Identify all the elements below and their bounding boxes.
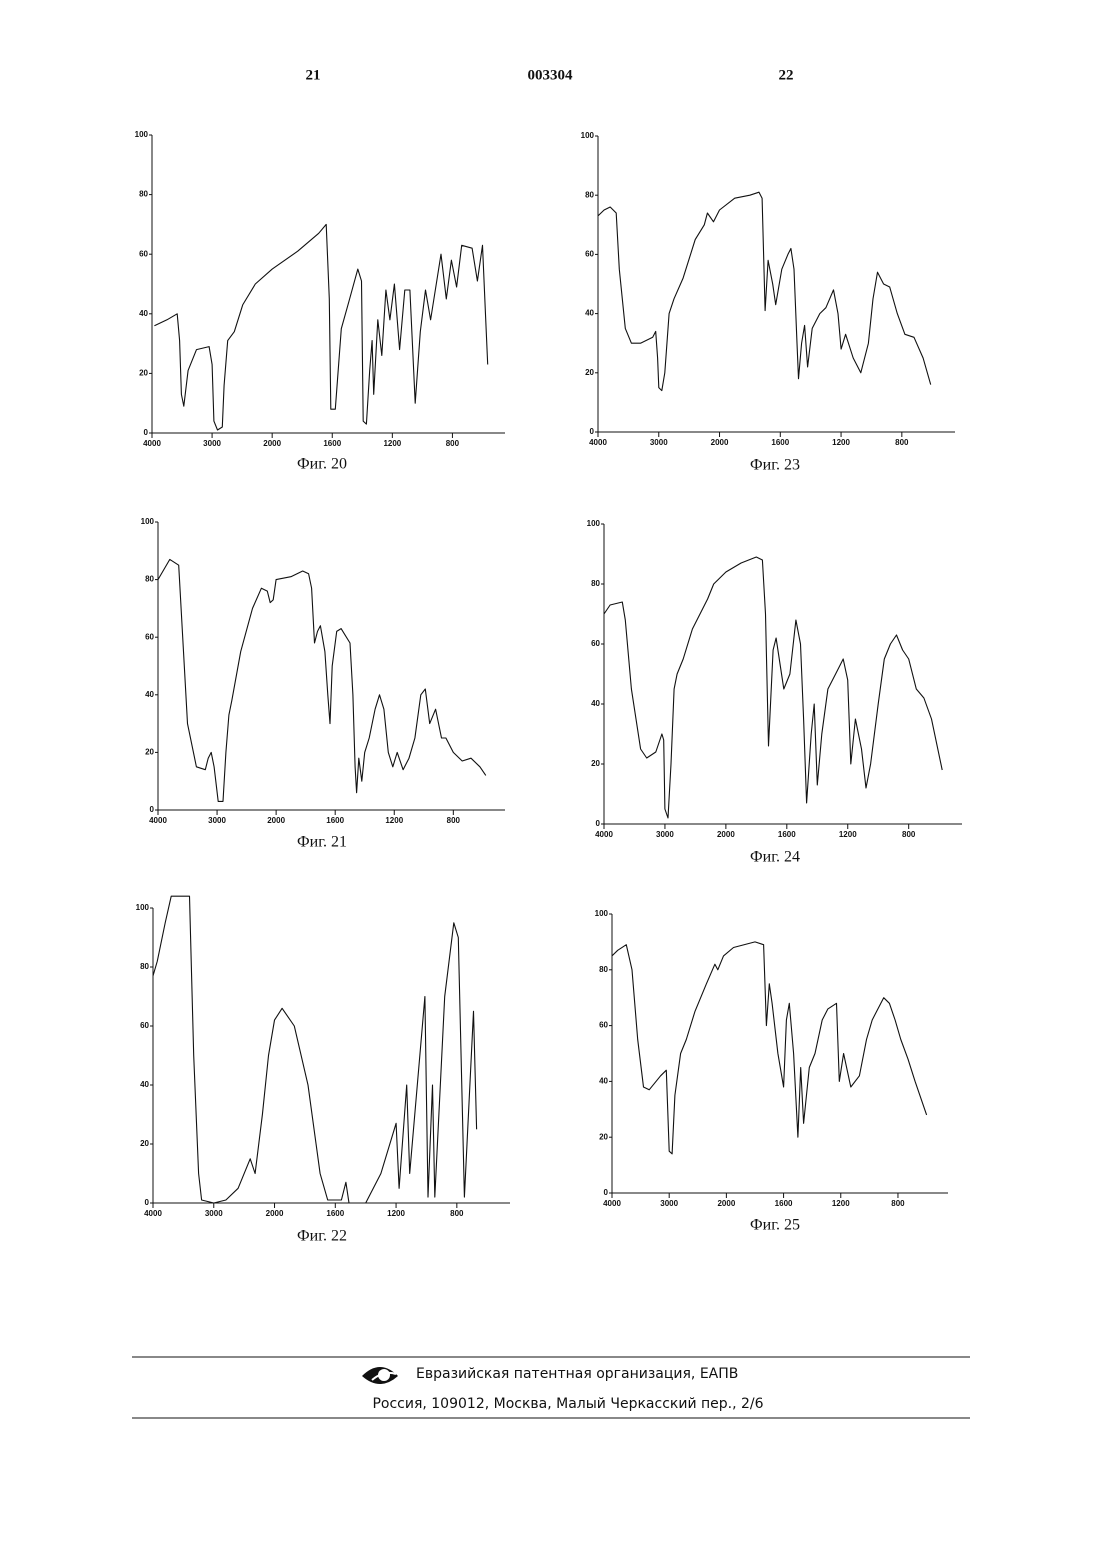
- x-tick-label: 4000: [589, 438, 607, 447]
- footer-organization: Евразийская патентная организация, ЕАПВ: [416, 1366, 738, 1382]
- y-tick-label: 80: [591, 579, 600, 588]
- y-tick-label: 100: [581, 131, 595, 140]
- figure-caption: Фиг. 22: [297, 1228, 347, 1245]
- y-tick-label: 20: [139, 369, 148, 378]
- y-tick-label: 80: [139, 190, 148, 199]
- x-tick-label: 1600: [326, 816, 344, 825]
- page: 21 003304 22 Евразийская патентная орган…: [0, 0, 1100, 1556]
- y-tick-label: 0: [590, 427, 595, 436]
- y-tick-label: 20: [599, 1132, 608, 1141]
- y-tick-label: 40: [599, 1077, 608, 1086]
- y-tick-label: 80: [585, 190, 594, 199]
- y-tick-label: 60: [145, 632, 154, 641]
- x-tick-label: 1200: [385, 816, 403, 825]
- x-tick-label: 4000: [144, 1209, 162, 1218]
- y-tick-label: 0: [604, 1188, 609, 1197]
- y-tick-label: 80: [145, 575, 154, 584]
- y-tick-label: 0: [144, 428, 149, 437]
- y-tick-label: 80: [140, 962, 149, 971]
- figure-caption: Фиг. 23: [750, 457, 800, 474]
- y-tick-label: 100: [141, 517, 155, 526]
- x-tick-label: 1200: [839, 830, 857, 839]
- x-tick-label: 800: [891, 1199, 905, 1208]
- x-tick-label: 1600: [771, 438, 789, 447]
- x-tick-label: 1600: [778, 830, 796, 839]
- y-tick-label: 60: [591, 639, 600, 648]
- y-tick-label: 100: [136, 903, 150, 912]
- x-tick-label: 2000: [717, 830, 735, 839]
- y-tick-label: 40: [145, 690, 154, 699]
- x-tick-label: 3000: [205, 1209, 223, 1218]
- figure-caption: Фиг. 25: [750, 1217, 800, 1234]
- footer-address: Россия, 109012, Москва, Малый Черкасский…: [372, 1396, 763, 1412]
- x-tick-label: 1200: [832, 438, 850, 447]
- x-tick-label: 3000: [656, 830, 674, 839]
- page-number-right: 22: [779, 67, 794, 83]
- x-tick-label: 4000: [595, 830, 613, 839]
- x-tick-label: 1200: [383, 439, 401, 448]
- x-tick-label: 2000: [711, 438, 729, 447]
- x-tick-label: 800: [447, 816, 461, 825]
- x-tick-label: 1600: [775, 1199, 793, 1208]
- figure-caption: Фиг. 21: [297, 834, 347, 851]
- y-tick-label: 0: [145, 1198, 150, 1207]
- figure-caption: Фиг. 20: [297, 456, 347, 473]
- x-tick-label: 2000: [263, 439, 281, 448]
- x-tick-label: 3000: [203, 439, 221, 448]
- x-tick-label: 3000: [660, 1199, 678, 1208]
- x-tick-label: 800: [446, 439, 460, 448]
- y-tick-label: 60: [599, 1021, 608, 1030]
- x-tick-label: 1600: [326, 1209, 344, 1218]
- y-tick-label: 40: [140, 1080, 149, 1089]
- x-tick-label: 3000: [208, 816, 226, 825]
- document-number: 003304: [528, 67, 574, 83]
- x-tick-label: 4000: [143, 439, 161, 448]
- x-tick-label: 4000: [149, 816, 167, 825]
- x-tick-label: 1600: [323, 439, 341, 448]
- x-tick-label: 2000: [266, 1209, 284, 1218]
- y-tick-label: 20: [591, 759, 600, 768]
- y-tick-label: 60: [139, 249, 148, 258]
- y-tick-label: 100: [135, 130, 149, 139]
- y-tick-label: 0: [150, 805, 155, 814]
- y-tick-label: 40: [585, 309, 594, 318]
- y-tick-label: 40: [139, 309, 148, 318]
- x-tick-label: 3000: [650, 438, 668, 447]
- figure-caption: Фиг. 24: [750, 849, 800, 866]
- x-tick-label: 800: [450, 1209, 464, 1218]
- x-tick-label: 800: [895, 438, 909, 447]
- y-tick-label: 0: [596, 819, 601, 828]
- background: [0, 0, 1100, 1556]
- y-tick-label: 100: [587, 519, 601, 528]
- x-tick-label: 1200: [387, 1209, 405, 1218]
- y-tick-label: 80: [599, 965, 608, 974]
- y-tick-label: 20: [145, 748, 154, 757]
- y-tick-label: 20: [140, 1139, 149, 1148]
- y-tick-label: 100: [595, 909, 609, 918]
- y-tick-label: 40: [591, 699, 600, 708]
- x-tick-label: 1200: [832, 1199, 850, 1208]
- page-number-left: 21: [306, 67, 321, 83]
- x-tick-label: 2000: [267, 816, 285, 825]
- y-tick-label: 60: [140, 1021, 149, 1030]
- x-tick-label: 4000: [603, 1199, 621, 1208]
- x-tick-label: 2000: [717, 1199, 735, 1208]
- y-tick-label: 60: [585, 250, 594, 259]
- x-tick-label: 800: [902, 830, 916, 839]
- y-tick-label: 20: [585, 368, 594, 377]
